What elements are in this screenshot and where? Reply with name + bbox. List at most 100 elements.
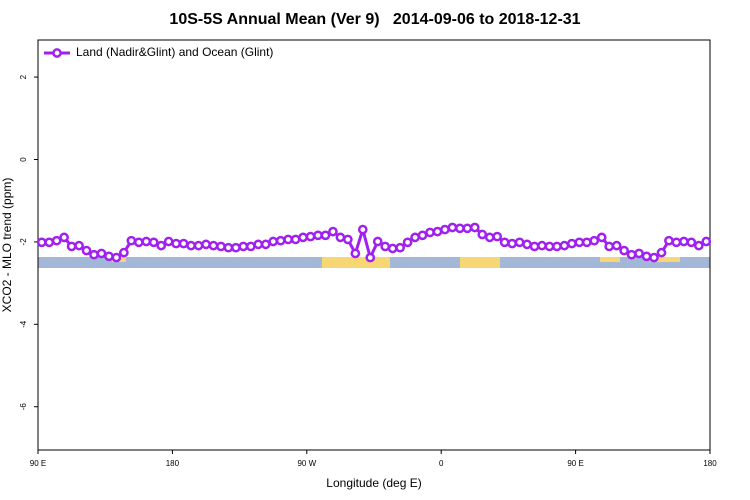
point [126,235,137,246]
point [81,245,92,256]
point [395,242,405,253]
point [260,239,271,250]
point [163,236,174,247]
point [619,245,629,256]
point [372,236,383,247]
x-tick-label: 90 E [567,459,583,468]
point [66,241,77,252]
point [74,240,84,251]
point [283,234,293,245]
point [664,235,674,246]
point [387,243,398,254]
point [36,237,47,248]
point [245,241,256,252]
point [59,232,69,243]
point [693,240,704,251]
point [305,231,316,242]
point [51,235,62,246]
point [201,239,211,250]
point [611,240,622,251]
point [567,238,577,249]
point [275,235,286,246]
point [96,248,107,259]
point [641,251,652,262]
point [365,252,376,263]
point [320,230,331,241]
point [208,240,219,251]
point [492,231,503,242]
point [133,237,144,248]
point [537,240,547,251]
point [447,222,458,233]
point [343,234,353,245]
point [671,237,682,248]
point [141,236,152,247]
point [328,226,338,237]
point [686,237,697,248]
y-tick-label: -4 [19,320,28,328]
point [231,242,241,253]
y-tick-label: 0 [19,157,28,162]
point [410,232,420,243]
point [402,237,413,248]
point [89,249,99,260]
point [574,237,585,248]
point [380,241,391,252]
y-tick-label: -2 [19,238,28,246]
point [514,237,525,248]
point [656,247,667,258]
x-axis-label: Longitude (deg E) [326,476,421,490]
point [223,242,234,253]
x-tick-label: 180 [703,459,717,468]
point [626,249,637,260]
point [186,240,196,251]
land-band [600,257,620,262]
y-tick-label: 2 [19,74,28,79]
point [111,252,122,263]
point [455,223,465,234]
point [522,239,532,250]
point [604,241,615,252]
point [649,252,659,263]
x-tick-label: 90 W [297,459,316,468]
point [357,224,368,235]
point [313,230,323,241]
point [104,251,114,262]
point [529,241,540,252]
x-tick-label: 0 [439,459,444,468]
legend-label: Land (Nadir&Glint) and Ocean (Glint) [76,45,273,59]
point [253,239,264,250]
point [559,240,570,251]
point [701,236,712,247]
point [477,229,488,240]
point [462,223,473,234]
point [290,234,301,245]
point [596,232,607,243]
point [298,232,308,243]
point [216,241,226,252]
point [552,241,562,252]
point [469,222,480,233]
y-axis-label: XCO2 - MLO trend (ppm) [0,178,14,313]
point [171,238,181,249]
point [350,248,361,259]
point [44,237,55,248]
point [484,232,495,243]
point [156,240,167,251]
point [238,241,249,252]
land-band [322,257,390,268]
point [679,236,689,247]
point [440,224,450,235]
land-band [460,257,500,268]
point [268,236,279,247]
point [417,230,428,241]
point [335,232,346,243]
legend-marker [52,48,62,58]
point [589,235,600,246]
x-tick-label: 90 E [30,459,46,468]
point [544,241,555,252]
point [425,227,435,238]
x-tick-label: 180 [166,459,180,468]
